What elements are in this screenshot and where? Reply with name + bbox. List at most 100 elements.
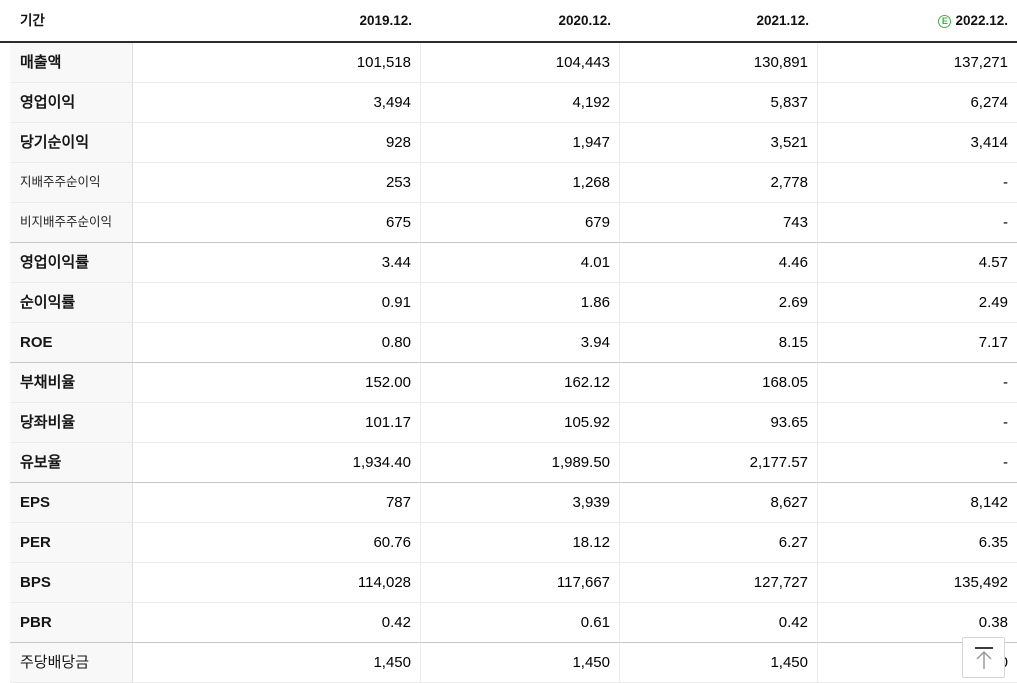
table-row: 영업이익률 3.44 4.01 4.46 4.57	[10, 243, 1017, 283]
row-label: 영업이익	[10, 83, 133, 123]
cell-value: 8.15	[620, 323, 818, 363]
row-label: 당기순이익	[10, 123, 133, 163]
header-row: 기간 2019.12. 2020.12. 2021.12. E 2022.12.	[10, 0, 1017, 43]
cell-value: 1,450	[421, 643, 620, 683]
cell-value: 104,443	[421, 43, 620, 83]
column-header-year: 2020.12.	[421, 0, 620, 43]
cell-value: 0.91	[133, 283, 421, 323]
table-row: 당좌비율 101.17 105.92 93.65-	[10, 403, 1017, 443]
cell-value: 3.94	[421, 323, 620, 363]
cell-value: 3,494	[133, 83, 421, 123]
cell-value: 928	[133, 123, 421, 163]
column-header-label: 2019.12.	[359, 13, 412, 28]
cell-value: 162.12	[421, 363, 620, 403]
cell-value: -	[818, 203, 1017, 243]
arrow-up-to-top-icon	[974, 646, 993, 669]
table-row: 영업이익 3,494 4,192 5,837 6,274	[10, 83, 1017, 123]
table-row: ROE 0.80 3.94 8.15 7.17	[10, 323, 1017, 363]
cell-value: 93.65	[620, 403, 818, 443]
cell-value: 8,142	[818, 483, 1017, 523]
cell-value: 4,192	[421, 83, 620, 123]
cell-value: 3.44	[133, 243, 421, 283]
column-header-label: 2021.12.	[756, 13, 809, 28]
table-row: 순이익률 0.91 1.86 2.69 2.49	[10, 283, 1017, 323]
cell-value: 1,947	[421, 123, 620, 163]
cell-value: 168.05	[620, 363, 818, 403]
cell-value: 5,837	[620, 83, 818, 123]
cell-value: 4.46	[620, 243, 818, 283]
cell-value: 152.00	[133, 363, 421, 403]
scroll-to-top-button[interactable]	[962, 637, 1005, 678]
table-row: 비지배주주순이익 675 679 743-	[10, 203, 1017, 243]
cell-value: 1,268	[421, 163, 620, 203]
column-header-label: 2020.12.	[558, 13, 611, 28]
cell-value: 787	[133, 483, 421, 523]
cell-value: 743	[620, 203, 818, 243]
row-label: 주당배당금	[10, 643, 133, 683]
cell-value: 7.17	[818, 323, 1017, 363]
cell-value: 6,274	[818, 83, 1017, 123]
cell-value: 0.38	[818, 603, 1017, 643]
cell-value: 0.42	[620, 603, 818, 643]
table-row: 지배주주순이익 253 1,268 2,778-	[10, 163, 1017, 203]
column-header-year: 2019.12.	[133, 0, 421, 43]
cell-value: 0.80	[133, 323, 421, 363]
cell-value: 4.57	[818, 243, 1017, 283]
table-row: 당기순이익 928 1,947 3,521 3,414	[10, 123, 1017, 163]
row-label: EPS	[10, 483, 133, 523]
table-row: 부채비율 152.00 162.12 168.05-	[10, 363, 1017, 403]
row-label: 당좌비율	[10, 403, 133, 443]
cell-value: 2.69	[620, 283, 818, 323]
cell-value: 3,414	[818, 123, 1017, 163]
row-label: 비지배주주순이익	[10, 203, 133, 243]
row-label: BPS	[10, 563, 133, 603]
row-label: PBR	[10, 603, 133, 643]
period-header: 기간	[10, 0, 133, 43]
cell-value: 137,271	[818, 43, 1017, 83]
estimate-badge-icon: E	[938, 15, 952, 28]
cell-value: 130,891	[620, 43, 818, 83]
cell-value: 3,521	[620, 123, 818, 163]
cell-value: 18.12	[421, 523, 620, 563]
row-label: 매출액	[10, 43, 133, 83]
cell-value: 6.35	[818, 523, 1017, 563]
column-header-year: 2021.12.	[620, 0, 818, 43]
cell-value: 6.27	[620, 523, 818, 563]
cell-value: 679	[421, 203, 620, 243]
table-row: 유보율 1,934.40 1,989.50 2,177.57-	[10, 443, 1017, 483]
cell-value: 1.86	[421, 283, 620, 323]
row-label: 순이익률	[10, 283, 133, 323]
cell-value: 105.92	[421, 403, 620, 443]
cell-value: 60.76	[133, 523, 421, 563]
cell-value: 1,450	[620, 643, 818, 683]
cell-value: -	[818, 163, 1017, 203]
row-label: PER	[10, 523, 133, 563]
financial-summary-table: 기간 2019.12. 2020.12. 2021.12. E 2022.12. …	[10, 0, 1017, 683]
cell-value: 1,989.50	[421, 443, 620, 483]
table-row: PBR 0.42 0.61 0.42 0.38	[10, 603, 1017, 643]
table-row: PER 60.76 18.12 6.27 6.35	[10, 523, 1017, 563]
cell-value: 4.01	[421, 243, 620, 283]
cell-value: 101,518	[133, 43, 421, 83]
cell-value: -	[818, 403, 1017, 443]
column-header-year: E 2022.12.	[818, 0, 1017, 43]
table-row: 매출액 101,518 104,443 130,891 137,271	[10, 43, 1017, 83]
cell-value: 135,492	[818, 563, 1017, 603]
cell-value: 2,778	[620, 163, 818, 203]
column-header-label: 2022.12.	[955, 13, 1008, 28]
table-row: BPS 114,028 117,667 127,727 135,492	[10, 563, 1017, 603]
cell-value: 2.49	[818, 283, 1017, 323]
table-row: EPS 787 3,939 8,627 8,142	[10, 483, 1017, 523]
header-divider	[0, 41, 10, 43]
cell-value: 0.61	[421, 603, 620, 643]
row-label: ROE	[10, 323, 133, 363]
cell-value: 3,939	[421, 483, 620, 523]
cell-value: 1,450	[133, 643, 421, 683]
cell-value: 0.42	[133, 603, 421, 643]
cell-value: 675	[133, 203, 421, 243]
cell-value: 101.17	[133, 403, 421, 443]
cell-value: 127,727	[620, 563, 818, 603]
cell-value: 253	[133, 163, 421, 203]
